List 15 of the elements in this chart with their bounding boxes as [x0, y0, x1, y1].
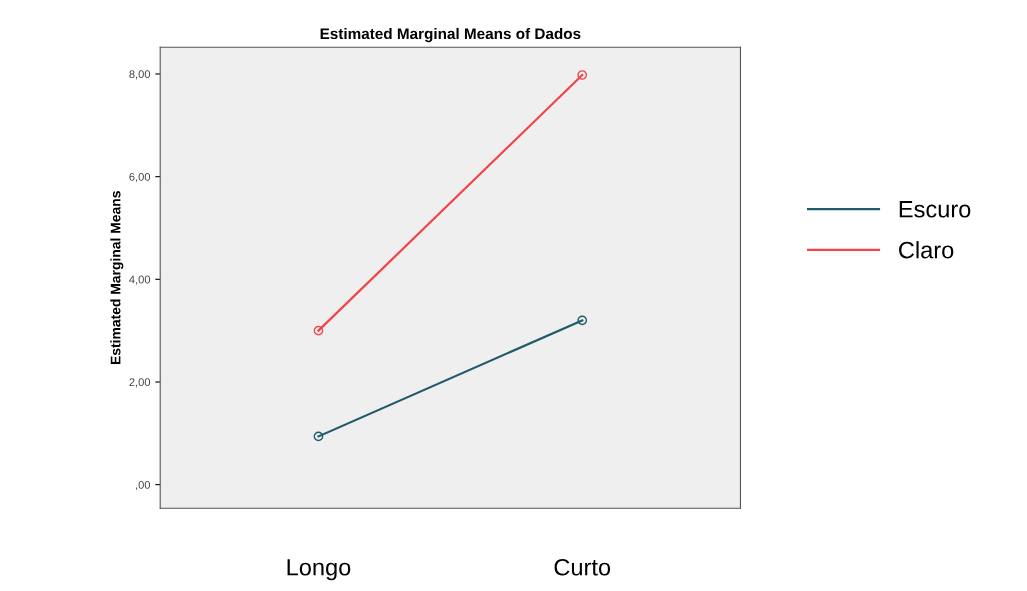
y-axis-title: Estimated Marginal Means	[110, 191, 124, 365]
legend-label: Claro	[899, 241, 954, 259]
x-tick-label: Curto	[554, 558, 611, 576]
x-tick-label: Longo	[287, 559, 351, 581]
point	[577, 315, 588, 326]
y-tick-label: 8,00	[129, 70, 151, 80]
y-tick-label: 6,00	[129, 172, 151, 183]
y-tick-label: 2,00	[129, 378, 151, 388]
y-tick-label: 4,00	[129, 275, 151, 285]
point	[313, 325, 324, 336]
chart-title: Estimated Marginal Means of Dados	[320, 27, 581, 43]
point	[577, 70, 588, 80]
y-tick-label: ,00	[136, 480, 151, 491]
legend-label: Escuro	[899, 201, 971, 218]
point	[313, 431, 324, 442]
